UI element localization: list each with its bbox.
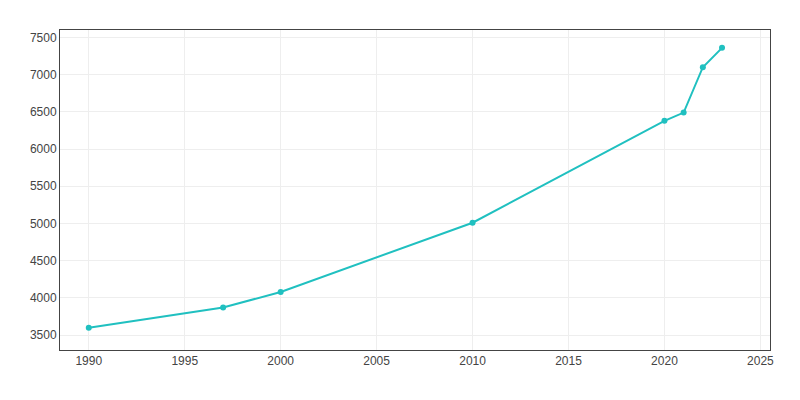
svg-text:5000: 5000 <box>30 217 57 231</box>
svg-text:2010: 2010 <box>459 354 486 368</box>
svg-text:6000: 6000 <box>30 142 57 156</box>
svg-text:2025: 2025 <box>747 354 774 368</box>
svg-text:7500: 7500 <box>30 31 57 45</box>
svg-text:4000: 4000 <box>30 291 57 305</box>
svg-text:7000: 7000 <box>30 68 57 82</box>
svg-text:5500: 5500 <box>30 179 57 193</box>
svg-text:3500: 3500 <box>30 328 57 342</box>
svg-text:1995: 1995 <box>171 354 198 368</box>
svg-text:6500: 6500 <box>30 105 57 119</box>
svg-text:1990: 1990 <box>75 354 102 368</box>
svg-text:4500: 4500 <box>30 254 57 268</box>
svg-text:2020: 2020 <box>651 354 678 368</box>
svg-text:2015: 2015 <box>555 354 582 368</box>
svg-text:2005: 2005 <box>363 354 390 368</box>
svg-text:2000: 2000 <box>267 354 294 368</box>
